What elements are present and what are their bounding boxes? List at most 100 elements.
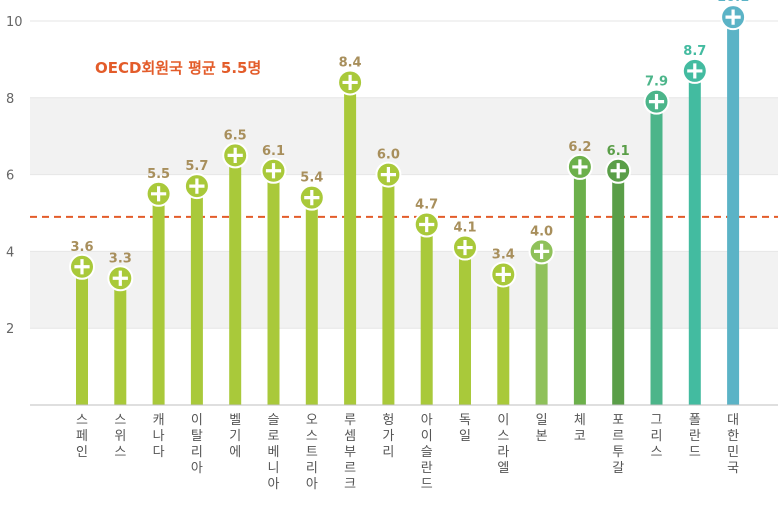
- bar-group: 3.3: [107, 251, 134, 405]
- value-label: 10.1: [717, 0, 749, 5]
- plus-icon: [687, 63, 703, 79]
- plus-icon: [572, 159, 588, 175]
- plus-icon: [534, 243, 550, 259]
- y-tick-label: 8: [6, 92, 14, 107]
- bar-group: 5.7: [183, 159, 210, 405]
- y-axis: 2 4 6 8 10: [6, 15, 23, 337]
- bar-group: 6.0: [375, 148, 402, 405]
- plus-icon: [342, 74, 358, 91]
- value-label: 8.7: [683, 44, 706, 59]
- bar-group: 4.1: [452, 221, 478, 405]
- bar-group: 3.4: [490, 247, 517, 405]
- bars: 3.6 3.3 5.5 5.7 6.5 6.1 5.4 8.4 6.0 4.7 4.1 3.4 4.0 6…: [69, 0, 749, 406]
- bar-group: 4.7: [413, 198, 440, 405]
- bar: [305, 197, 318, 405]
- bar-group: 8.7: [681, 44, 708, 406]
- y-tick-label: 10: [6, 15, 23, 30]
- bar: [688, 70, 701, 406]
- bar: [573, 166, 586, 405]
- bar: [459, 247, 471, 405]
- plus-icon: [725, 9, 741, 25]
- bar-group: 5.4: [298, 171, 325, 405]
- bar-group: 8.4: [337, 55, 364, 405]
- plus-icon: [151, 186, 167, 202]
- bar: [114, 278, 127, 405]
- plus-icon: [457, 239, 473, 256]
- y-tick-label: 2: [6, 322, 14, 337]
- value-label: 4.1: [453, 221, 476, 236]
- plus-icon: [304, 190, 320, 206]
- bar-group: 7.9: [643, 75, 670, 405]
- bar-group: 6.1: [605, 144, 632, 405]
- bar: [535, 251, 548, 405]
- plus-icon: [610, 163, 626, 179]
- plus-icon: [380, 167, 396, 183]
- x-axis: 스 페 인 스 위 스 캐 나 다 이 탈 리 아 벨 기 에 슬 로 베 니 아 오 스 트 리 아 루 셈 부 르 크 헝 가 리 아 이 슬 란 드 독…: [30, 404, 778, 492]
- plus-icon: [495, 266, 511, 283]
- bar: [229, 155, 242, 405]
- value-label: 3.6: [70, 240, 93, 255]
- bar: [497, 274, 510, 405]
- bar: [382, 174, 395, 405]
- bar: [727, 17, 740, 405]
- value-label: 6.0: [377, 148, 400, 163]
- value-label: 3.3: [109, 251, 132, 266]
- bar: [76, 266, 88, 405]
- bar-group: 4.0: [528, 224, 555, 405]
- grid-band: [30, 21, 778, 98]
- value-label: 4.0: [530, 224, 553, 239]
- bar: [190, 186, 203, 405]
- value-label: 5.4: [300, 171, 323, 186]
- bar: [650, 101, 663, 405]
- bar-group: 6.5: [222, 128, 249, 405]
- bar-group: 5.5: [145, 167, 172, 405]
- plus-icon: [112, 270, 128, 286]
- plus-icon: [74, 259, 90, 275]
- bar: [267, 170, 280, 405]
- value-label: 4.7: [415, 198, 438, 213]
- value-label: 7.9: [645, 75, 668, 90]
- value-label: 5.5: [147, 167, 170, 182]
- plus-icon: [265, 163, 282, 179]
- value-label: 6.1: [262, 144, 285, 159]
- bar-group: 6.1: [260, 144, 287, 405]
- plus-icon: [189, 178, 205, 194]
- bar: [344, 82, 357, 405]
- plus-icon: [419, 216, 435, 233]
- value-label: 6.2: [568, 140, 591, 155]
- reference-line-label: OECD회원국 평균 5.5명: [95, 59, 261, 77]
- value-label: 6.1: [607, 144, 630, 159]
- value-label: 3.4: [492, 247, 515, 262]
- bar-group: 3.6: [69, 240, 95, 405]
- plus-icon: [648, 94, 665, 110]
- grid-band: [30, 328, 778, 405]
- grid-band: [30, 251, 778, 329]
- y-tick-label: 6: [6, 169, 14, 184]
- bar: [152, 193, 165, 405]
- value-label: 8.4: [339, 55, 362, 70]
- bar-group: 10.1: [717, 0, 749, 405]
- value-label: 6.5: [224, 128, 247, 143]
- grid-band: [30, 174, 778, 252]
- y-tick-label: 4: [6, 245, 14, 260]
- bar-group: 6.2: [566, 140, 593, 405]
- bar: [420, 224, 433, 405]
